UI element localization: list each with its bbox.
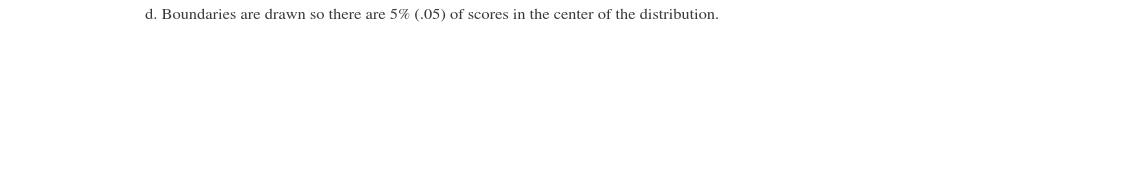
Text: d. Boundaries are drawn so there are 5% (.05) of scores in the center of the dis: d. Boundaries are drawn so there are 5% …: [145, 8, 719, 22]
